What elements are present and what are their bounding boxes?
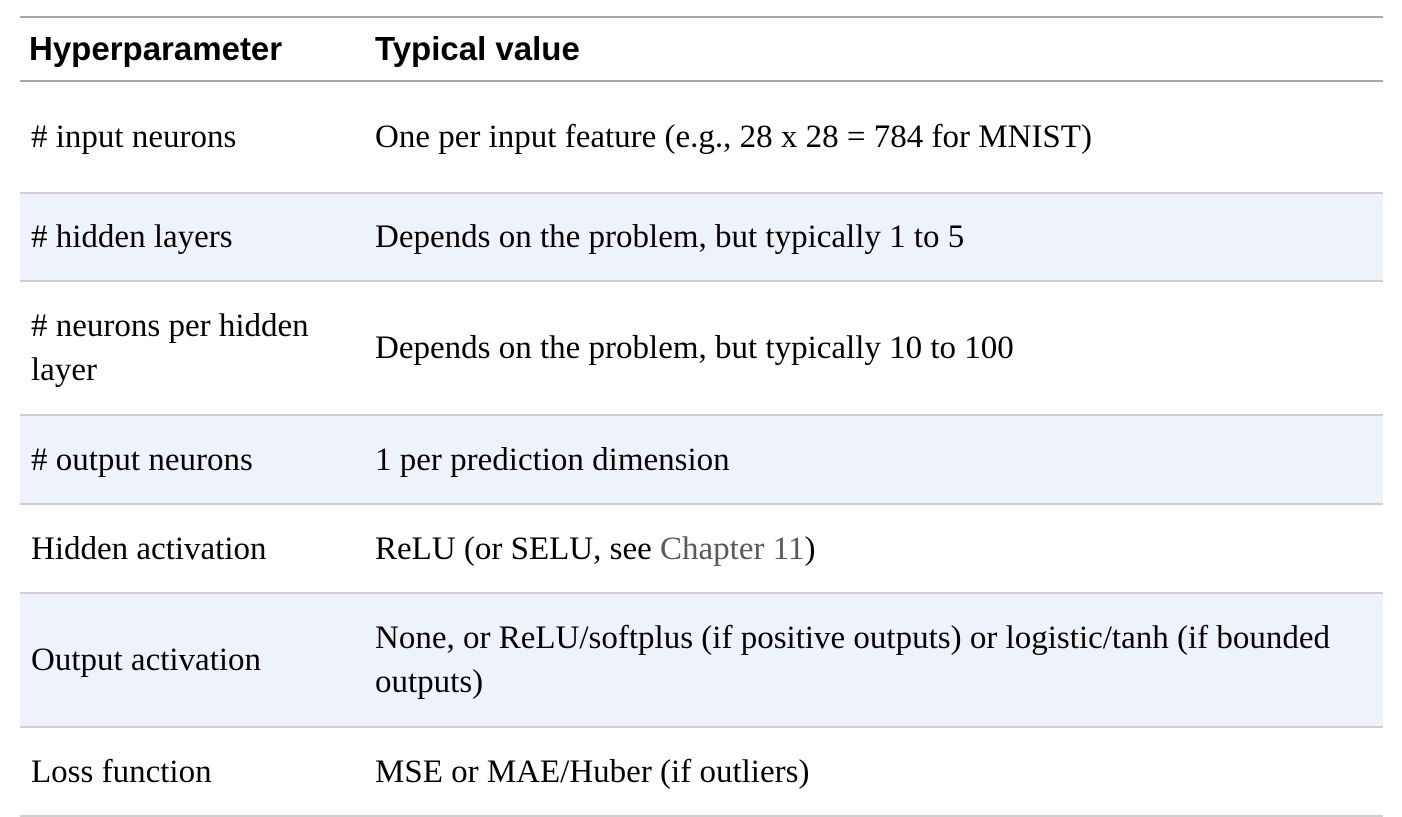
param-cell: Hidden activation [31,530,267,567]
param-cell: # output neurons [31,441,253,478]
param-cell: Loss function [31,753,212,790]
value-cell: Depends on the problem, but typically 1 … [375,219,965,255]
value-cell: ReLU (or SELU, see Chapter 11) [365,504,1383,593]
value-cell: None, or ReLU/softplus (if positive outp… [375,620,1331,700]
table-header: Hyperparameter Typical value [20,17,1383,81]
value-cell: Depends on the problem, but typically 10… [375,330,1014,366]
header-row: Hyperparameter Typical value [20,17,1383,81]
value-text-prefix: ReLU (or SELU, see [375,530,661,567]
table-row: # neurons per hidden layer Depends on th… [20,281,1383,415]
param-cell: # input neurons [31,119,237,155]
table-row: # output neurons 1 per prediction dimens… [20,415,1383,504]
table-row: # hidden layers Depends on the problem, … [20,193,1383,281]
table-row: Hidden activation ReLU (or SELU, see Cha… [20,504,1383,593]
chapter-11-link[interactable]: Chapter 11 [660,530,805,567]
value-cell: 1 per prediction dimension [375,441,730,478]
header-typical-value: Typical value [375,30,580,67]
table-row: Loss function MSE or MAE/Huber (if outli… [20,727,1383,816]
table-row: Output activation None, or ReLU/softplus… [20,593,1383,727]
header-hyperparameter: Hyperparameter [29,30,283,67]
hyperparameter-table-container: Hyperparameter Typical value # input neu… [20,16,1383,817]
param-cell: # neurons per hidden layer [31,308,309,388]
table-body: # input neurons One per input feature (e… [20,81,1383,816]
param-cell: Output activation [31,642,262,678]
param-cell: # hidden layers [31,219,233,255]
table-row: # input neurons One per input feature (e… [20,81,1383,193]
hyperparameter-table: Hyperparameter Typical value # input neu… [20,16,1383,817]
value-text-suffix: ) [804,530,816,567]
value-cell: One per input feature (e.g., 28 x 28 = 7… [375,119,1092,155]
value-cell: MSE or MAE/Huber (if outliers) [375,753,810,790]
